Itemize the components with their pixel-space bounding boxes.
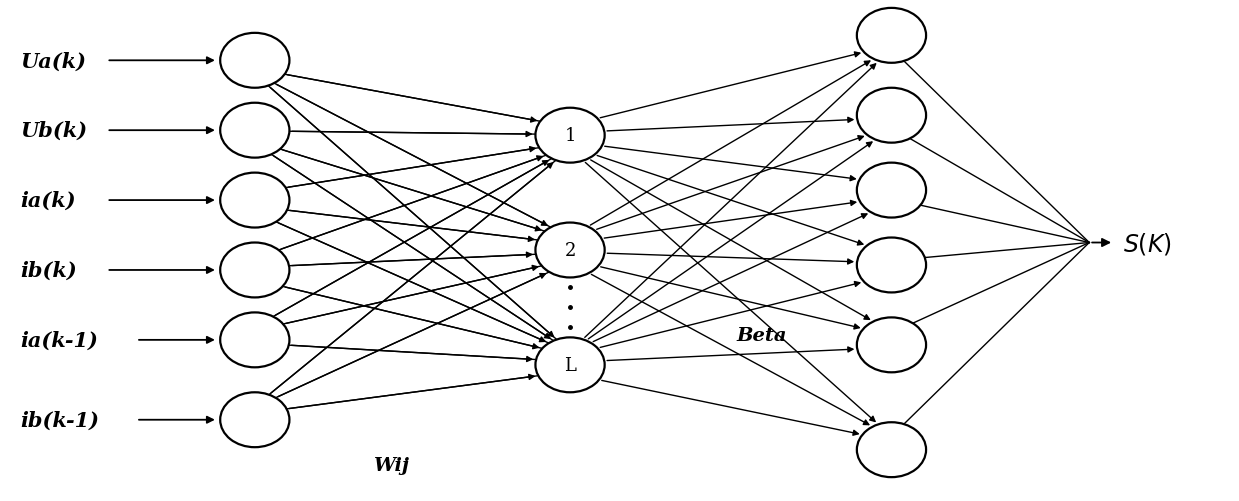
- Ellipse shape: [857, 238, 926, 293]
- Text: 2: 2: [564, 241, 576, 260]
- Text: $S(K)$: $S(K)$: [1123, 230, 1171, 256]
- Ellipse shape: [857, 422, 926, 477]
- Ellipse shape: [857, 89, 926, 143]
- Ellipse shape: [535, 109, 605, 163]
- Ellipse shape: [535, 223, 605, 278]
- Text: ib(k-1): ib(k-1): [20, 410, 99, 430]
- Ellipse shape: [221, 392, 290, 447]
- Text: Ub(k): Ub(k): [20, 121, 87, 141]
- Ellipse shape: [221, 34, 290, 89]
- Ellipse shape: [857, 318, 926, 373]
- Ellipse shape: [857, 163, 926, 218]
- Text: ia(k-1): ia(k-1): [20, 330, 98, 350]
- Text: Wij: Wij: [373, 456, 409, 474]
- Ellipse shape: [221, 243, 290, 298]
- Text: L: L: [564, 356, 576, 374]
- Text: ib(k): ib(k): [20, 261, 77, 281]
- Text: ia(k): ia(k): [20, 191, 76, 210]
- Ellipse shape: [221, 313, 290, 368]
- Text: Ua(k): Ua(k): [20, 51, 85, 71]
- Ellipse shape: [221, 104, 290, 158]
- Text: 1: 1: [564, 127, 576, 145]
- Ellipse shape: [535, 338, 605, 392]
- Ellipse shape: [857, 9, 926, 64]
- Text: Beta: Beta: [737, 326, 788, 344]
- Ellipse shape: [221, 173, 290, 228]
